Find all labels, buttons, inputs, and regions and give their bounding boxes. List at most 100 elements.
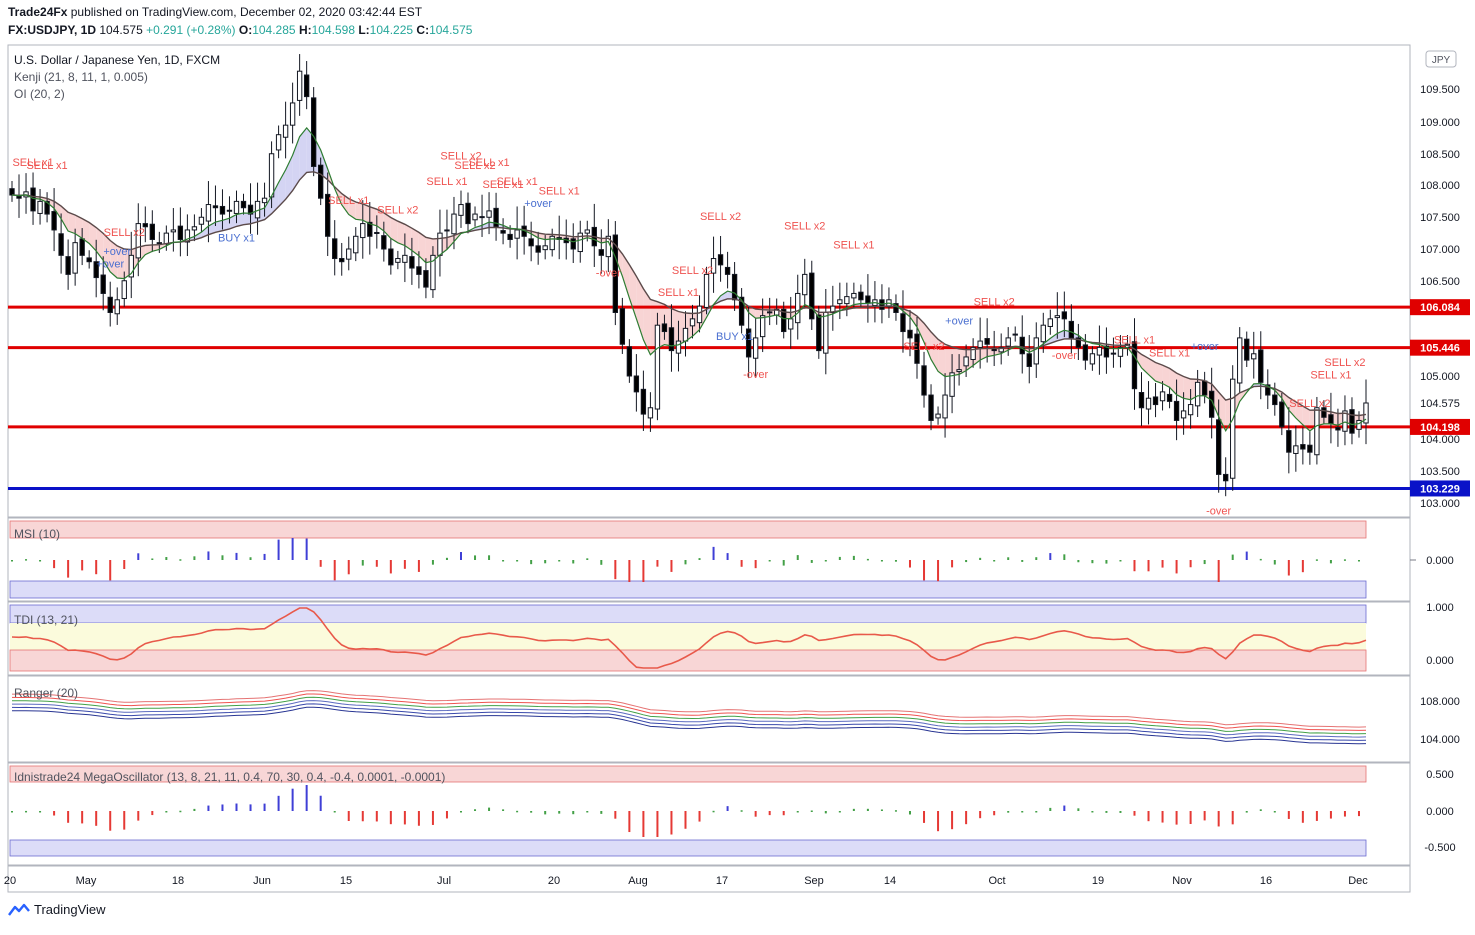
mega-bar [1091, 811, 1094, 813]
cloud-segment [397, 221, 405, 246]
mega-bar [614, 811, 617, 819]
cloud-segment [1288, 397, 1296, 418]
msi-bar [1287, 560, 1290, 576]
candle-up [647, 407, 654, 419]
mega-bar [1245, 811, 1248, 813]
msi-bar [628, 560, 631, 582]
cloud-segment [924, 323, 932, 360]
msi-bar [866, 558, 869, 561]
msi-bar [1105, 560, 1108, 564]
signal-marker: SELL x1 [468, 157, 509, 169]
cloud-segment [355, 201, 363, 221]
candle-up [851, 292, 857, 299]
msi-bar [375, 560, 378, 567]
mega-bar [277, 795, 280, 811]
msi-bar [937, 560, 940, 582]
candle-up [128, 254, 134, 278]
msi-bar [923, 560, 926, 581]
msi-bar [979, 557, 982, 560]
time-tick-label: 16 [1260, 875, 1272, 887]
candle-up [1356, 419, 1362, 430]
mega-bar [431, 811, 434, 825]
signal-marker: SELL x2 [974, 297, 1015, 309]
candle-down [479, 216, 485, 219]
candle-down [1279, 401, 1285, 428]
candle-down [1244, 338, 1250, 361]
candle-up [395, 258, 401, 263]
mega-bar [1077, 808, 1080, 811]
mega-bar [95, 811, 98, 826]
osc-tick-label: 0.000 [1426, 655, 1454, 667]
signal-marker: SELL x2 [903, 341, 944, 353]
signal-marker: SELL x1 [426, 176, 467, 188]
msi-bar [656, 560, 659, 567]
msi-bar [1245, 551, 1248, 560]
candle-down [247, 204, 254, 215]
msi-bar [1315, 559, 1318, 561]
msi-bar [1091, 560, 1094, 564]
cloud-segment [1302, 406, 1310, 431]
mega-bar [586, 811, 589, 813]
time-tick-label: Dec [1348, 875, 1368, 887]
candle-up [451, 213, 457, 235]
mega-bar [249, 804, 252, 811]
msi-bar [1231, 554, 1234, 560]
candle-down [339, 258, 345, 263]
mega-bar [319, 795, 322, 811]
msi-bar [614, 560, 617, 580]
kenji-legend: Kenji (21, 8, 11, 1, 0.005) [14, 70, 148, 84]
signal-marker: SELL x1 [482, 179, 523, 191]
mega-bar [866, 808, 869, 811]
mega-bar [179, 810, 182, 813]
ranger-line [12, 700, 1367, 738]
candle-up [1089, 353, 1096, 365]
publisher-name[interactable]: Trade24Fx [8, 5, 68, 19]
candle-down [661, 323, 668, 333]
mega-bar [235, 803, 238, 811]
msi-bar [740, 560, 743, 567]
candle-down [93, 261, 99, 279]
candle-down [1075, 337, 1082, 348]
candle-down [100, 274, 106, 294]
open-label: O: [238, 23, 253, 37]
price-tick-label: 105.000 [1420, 371, 1460, 383]
tradingview-footer[interactable]: TradingView [8, 902, 106, 917]
mega-bar [263, 803, 266, 811]
candle-down [907, 329, 913, 339]
mega-bar [221, 804, 224, 811]
candle-up [170, 229, 177, 233]
candle-down [423, 270, 429, 288]
price-tick-label: 103.000 [1420, 498, 1460, 510]
msi-bar [684, 560, 687, 565]
candles[interactable] [9, 54, 1369, 497]
candle-up [72, 242, 78, 274]
mega-bar [782, 811, 785, 816]
horizontal-levels[interactable]: 106.084 105.446 104.198 103.229 [8, 299, 1470, 497]
symbol-label[interactable]: FX:USDJPY, 1D [8, 23, 97, 37]
candle-up [268, 153, 275, 198]
currency-badge[interactable] [1425, 50, 1457, 68]
ranger-pane-frame [7, 675, 1411, 763]
mega-bar [1287, 811, 1290, 819]
msi-bar [852, 555, 855, 560]
candle-up [654, 324, 661, 410]
mega-bar [572, 811, 575, 815]
msi-bar [1217, 560, 1220, 582]
candle-down [1258, 349, 1264, 383]
candle-up [710, 258, 717, 274]
mega-bar [628, 811, 631, 833]
time-tick-label: 18 [172, 875, 184, 887]
candle-up [682, 327, 689, 342]
candle-up [289, 102, 296, 126]
mega-bar [894, 810, 897, 812]
time-axis[interactable]: 20 May 18 Jun 15 Jul 20 Aug 17 Sep 14 Oct 19 Nov 16 Dec [4, 875, 1368, 887]
price-axis[interactable]: 1109.500109.000108.500108.000107.500107.… [1420, 53, 1460, 854]
candle-down [1082, 344, 1089, 361]
candle-down [1166, 393, 1173, 402]
signal-marker: SELL x2 [784, 220, 825, 232]
mega-bar [1147, 811, 1150, 822]
msi-bar [1329, 560, 1332, 564]
candle-up [1293, 445, 1299, 454]
